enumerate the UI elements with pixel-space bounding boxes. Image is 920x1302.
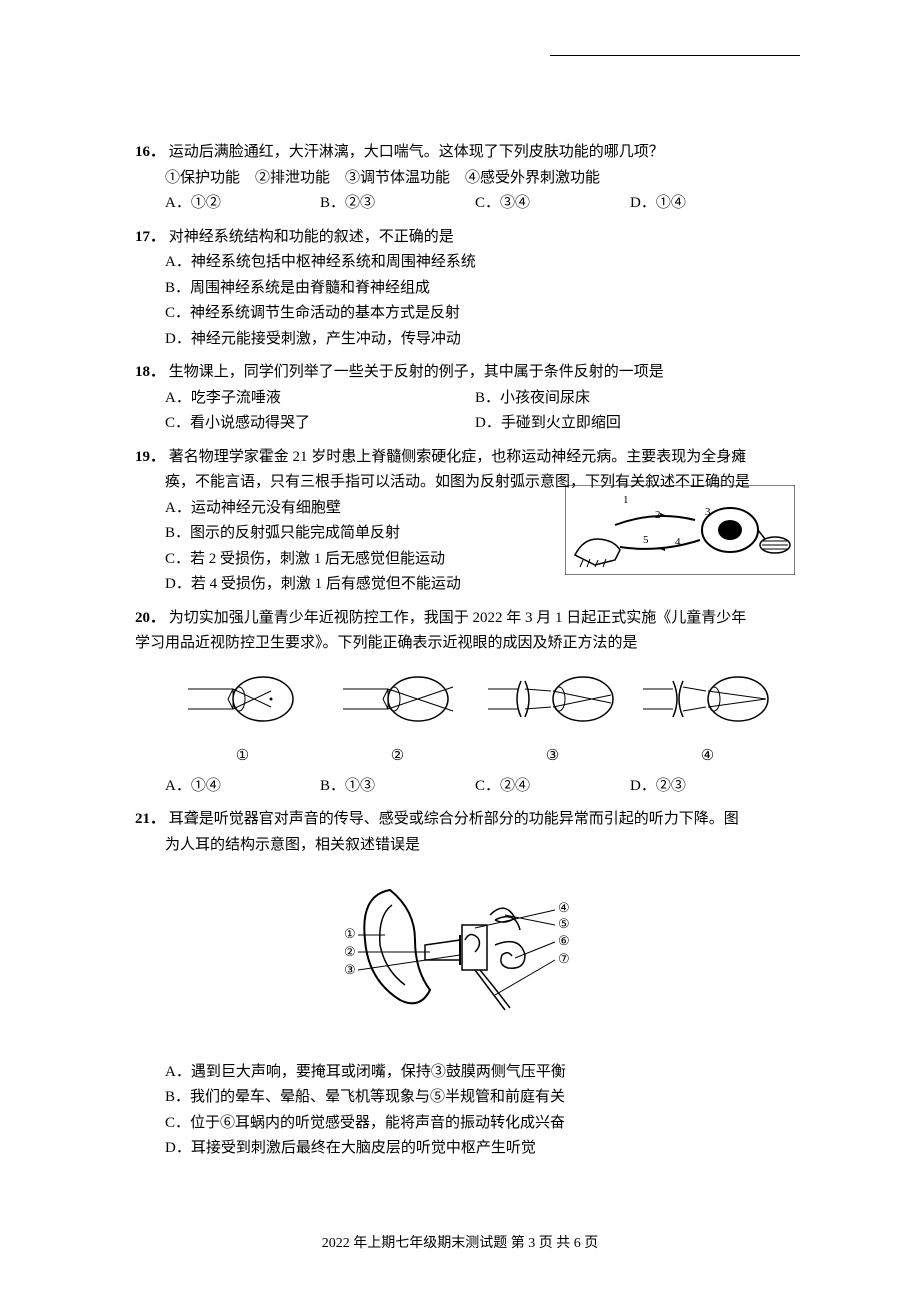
eye-diagram-4 xyxy=(630,669,785,739)
ear-label-4: ④ xyxy=(558,900,570,915)
eye-diagram-1 xyxy=(165,669,320,739)
q17-stem: 对神经系统结构和功能的叙述，不正确的是 xyxy=(169,229,454,245)
question-18: 18． 生物课上，同学们列举了一些关于反射的例子，其中属于条件反射的一项是 A．… xyxy=(135,360,785,437)
ear-label-1: ① xyxy=(344,926,356,941)
ear-label-6: ⑥ xyxy=(558,933,570,948)
eye-diagrams-row xyxy=(165,669,785,739)
reflex-label-2: 2 xyxy=(655,509,661,521)
eye-label-3: ③ xyxy=(475,744,630,770)
q17-opt-c: C．神经系统调节生命活动的基本方式是反射 xyxy=(135,301,785,327)
q19-stem1: 著名物理学家霍金 21 岁时患上脊髓侧索硬化症，也称运动神经元病。主要表现为全身… xyxy=(169,449,747,465)
q20-number: 20． xyxy=(135,610,165,626)
q18-options: A．吃李子流唾液 B．小孩夜间尿床 C．看小说感动得哭了 D．手碰到火立即缩回 xyxy=(135,386,785,437)
eye-label-1: ① xyxy=(165,744,320,770)
eye-diagram-2 xyxy=(320,669,475,739)
q17-opt-a: A．神经系统包括中枢神经系统和周围神经系统 xyxy=(135,250,785,276)
q21-opt-a: A．遇到巨大声响，要掩耳或闭嘴，保持③鼓膜两侧气压平衡 xyxy=(135,1060,785,1086)
q16-stem: 运动后满脸通红，大汗淋漓，大口喘气。这体现了下列皮肤功能的哪几项？ xyxy=(169,144,664,160)
ear-label-5: ⑤ xyxy=(558,916,570,931)
q16-number: 16． xyxy=(135,144,165,160)
q17-opt-d: D．神经元能接受刺激，产生冲动，传导冲动 xyxy=(135,327,785,353)
question-20: 20． 为切实加强儿童青少年近视防控工作，我国于 2022 年 3 月 1 日起… xyxy=(135,606,785,800)
q16-opt-d: D．①④ xyxy=(630,191,785,217)
q21-opt-c: C．位于⑥耳蜗内的听觉感受器，能将声音的振动转化成兴奋 xyxy=(135,1111,785,1137)
eye-diagram-3 xyxy=(475,669,630,739)
ear-label-2: ② xyxy=(344,944,356,959)
q18-number: 18． xyxy=(135,364,165,380)
eye-label-2: ② xyxy=(320,744,475,770)
eye-labels: ① ② ③ ④ xyxy=(165,744,785,770)
page-footer: 2022 年上期七年级期末测试题 第 3 页 共 6 页 xyxy=(0,1232,920,1252)
q20-opt-d: D．②③ xyxy=(630,774,785,800)
q18-opt-a: A．吃李子流唾液 xyxy=(165,386,475,412)
reflex-label-4: 4 xyxy=(675,536,681,548)
q20-opt-c: C．②④ xyxy=(475,774,630,800)
q17-opt-b: B．周围神经系统是由脊髓和脊神经组成 xyxy=(135,276,785,302)
q19-number: 19． xyxy=(135,449,165,465)
q21-stem2: 为人耳的结构示意图，相关叙述错误是 xyxy=(135,833,785,859)
question-19: 19． 著名物理学家霍金 21 岁时患上脊髓侧索硬化症，也称运动神经元病。主要表… xyxy=(135,445,785,598)
q20-stem2: 学习用品近视防控卫生要求》。下列能正确表示近视眼的成因及矫正方法的是 xyxy=(135,631,785,657)
q20-stem1: 为切实加强儿童青少年近视防控工作，我国于 2022 年 3 月 1 日起正式实施… xyxy=(169,610,747,626)
q16-options: A．①② B．②③ C．③④ D．①④ xyxy=(135,191,785,217)
q21-opt-b: B．我们的晕车、晕船、晕飞机等现象与⑤半规管和前庭有关 xyxy=(135,1085,785,1111)
q18-opt-c: C．看小说感动得哭了 xyxy=(165,411,475,437)
q21-stem1: 耳聋是听觉器官对声音的传导、感受或综合分析部分的功能异常而引起的听力下降。图 xyxy=(169,811,739,827)
q21-opt-d: D．耳接受到刺激后最终在大脑皮层的听觉中枢产生听觉 xyxy=(135,1136,785,1162)
q19-opt-d: D．若 4 受损伤，刺激 1 后有感觉但不能运动 xyxy=(135,572,785,598)
ear-label-3: ③ xyxy=(344,962,356,977)
q21-number: 21． xyxy=(135,811,165,827)
ear-label-7: ⑦ xyxy=(558,951,570,966)
question-21: 21． 耳聋是听觉器官对声音的传导、感受或综合分析部分的功能异常而引起的听力下降… xyxy=(135,807,785,1162)
reflex-label-3: 3 xyxy=(705,506,711,518)
q16-subline: ①保护功能 ②排泄功能 ③调节体温功能 ④感受外界刺激功能 xyxy=(135,166,785,192)
reflex-label-1: 1 xyxy=(623,494,629,506)
eye-label-4: ④ xyxy=(630,744,785,770)
q20-opt-a: A．①④ xyxy=(165,774,320,800)
reflex-label-5: 5 xyxy=(643,534,649,546)
ear-diagram: ① ② ③ ④ ⑤ ⑥ ⑦ xyxy=(135,870,785,1040)
q16-opt-b: B．②③ xyxy=(320,191,475,217)
q18-opt-d: D．手碰到火立即缩回 xyxy=(475,411,785,437)
q18-opt-b: B．小孩夜间尿床 xyxy=(475,386,785,412)
question-17: 17． 对神经系统结构和功能的叙述，不正确的是 A．神经系统包括中枢神经系统和周… xyxy=(135,225,785,353)
q20-opt-b: B．①③ xyxy=(320,774,475,800)
question-16: 16． 运动后满脸通红，大汗淋漓，大口喘气。这体现了下列皮肤功能的哪几项？ ①保… xyxy=(135,140,785,217)
q17-number: 17． xyxy=(135,229,165,245)
reflex-arc-diagram: 1 2 3 4 5 xyxy=(565,485,795,575)
q16-opt-c: C．③④ xyxy=(475,191,630,217)
q16-opt-a: A．①② xyxy=(165,191,320,217)
header-rule xyxy=(550,55,800,56)
q20-options: A．①④ B．①③ C．②④ D．②③ xyxy=(135,774,785,800)
q18-stem: 生物课上，同学们列举了一些关于反射的例子，其中属于条件反射的一项是 xyxy=(169,364,664,380)
